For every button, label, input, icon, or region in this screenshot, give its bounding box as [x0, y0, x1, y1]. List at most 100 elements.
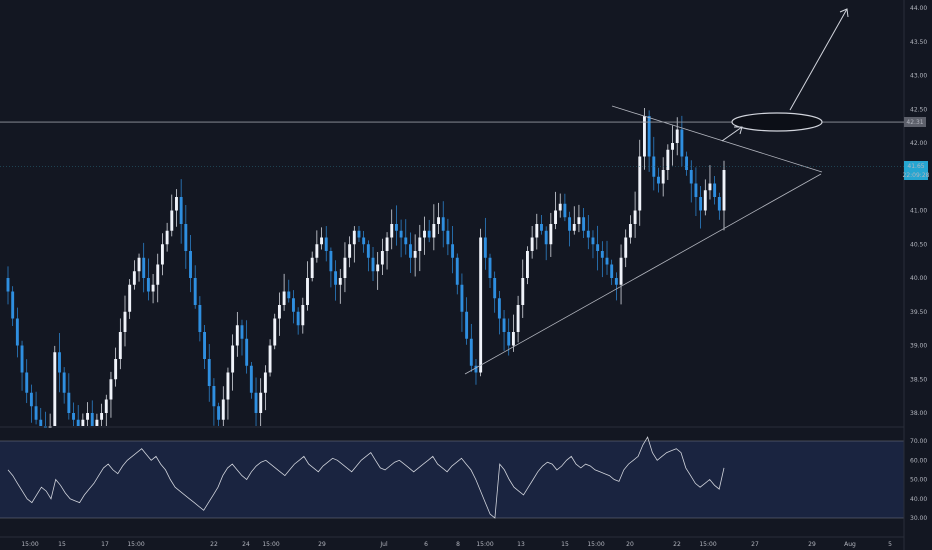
candle [390, 209, 394, 250]
candle [217, 402, 221, 426]
candle [399, 219, 403, 258]
price-tick: 41.00 [910, 208, 927, 215]
candle [67, 373, 71, 420]
candle [329, 247, 333, 288]
oscillator-tick: 60.00 [910, 457, 927, 464]
time-tick: 15 [58, 541, 66, 548]
candle [76, 405, 80, 426]
candle [156, 253, 160, 303]
candle [352, 226, 356, 263]
candle [610, 259, 614, 285]
candle [58, 333, 61, 393]
candle [146, 258, 150, 301]
candle [132, 260, 136, 290]
candle [175, 189, 178, 227]
candle [483, 217, 487, 270]
candle [605, 240, 609, 275]
last-price-label: 41.65 22:09:28 [903, 161, 930, 180]
ascending-trendline[interactable] [464, 173, 822, 375]
candle [521, 259, 525, 318]
candle [193, 265, 197, 309]
time-tick: 15:00 [476, 541, 493, 548]
candle [642, 107, 646, 170]
breakout-zone-ellipse[interactable] [731, 112, 823, 132]
time-tick: 5 [888, 541, 892, 548]
candle [53, 345, 57, 426]
time-tick: 13 [517, 541, 525, 548]
candle [600, 241, 604, 278]
candle [699, 186, 703, 229]
candle [86, 402, 90, 426]
candle [81, 413, 85, 426]
candle [455, 253, 459, 295]
descending-trendline[interactable] [611, 105, 823, 173]
candle [680, 115, 684, 167]
candle [666, 144, 670, 180]
oscillator-tick: 70.00 [910, 438, 927, 445]
candle [385, 232, 389, 270]
candle [469, 323, 473, 372]
oscillator-band [0, 441, 904, 518]
time-axis[interactable]: 15:00 15 17 15:00 22 24 15:00 29 Jul 6 8 15:00 13 15 1… [21, 541, 892, 548]
candle [703, 179, 707, 216]
candle [277, 292, 281, 336]
oscillator-layer [7, 436, 725, 519]
candle [460, 273, 464, 332]
candle [39, 407, 43, 426]
candle [544, 226, 548, 261]
countdown-text: 22:09:28 [903, 172, 930, 179]
candle [259, 378, 263, 426]
candle [657, 167, 660, 193]
candle [273, 313, 277, 350]
time-tick: Aug [844, 541, 856, 548]
candle [221, 386, 225, 426]
price-tick: 40.00 [910, 275, 927, 282]
candle [441, 201, 445, 248]
candle [633, 191, 637, 238]
small-arrow-icon[interactable] [721, 126, 743, 142]
candle [324, 226, 328, 262]
candle [231, 334, 235, 391]
candle [427, 219, 431, 243]
time-tick: Jul [379, 541, 388, 548]
candle [20, 340, 24, 391]
time-tick: 6 [424, 541, 428, 548]
target-arrow-icon[interactable] [789, 8, 849, 111]
candle [301, 297, 305, 334]
price-tick: 42.00 [910, 140, 927, 147]
candle [446, 218, 450, 256]
candle [394, 205, 398, 246]
candle [160, 233, 164, 276]
candle [109, 371, 113, 418]
candle [249, 361, 253, 399]
candle [708, 165, 712, 200]
time-tick: 15:00 [699, 541, 716, 548]
candle [11, 286, 15, 326]
candle [596, 225, 600, 271]
oscillator-axis[interactable]: 30.00 40.00 50.00 60.00 70.00 [910, 438, 927, 522]
candle [34, 391, 38, 425]
candle [104, 394, 108, 426]
candle [366, 240, 370, 272]
candle [713, 175, 717, 205]
candle [100, 403, 104, 426]
time-tick: 24 [242, 541, 250, 548]
candle [226, 367, 230, 420]
candle [245, 320, 249, 374]
candle [404, 219, 408, 255]
hline-price-text: 42.31 [906, 119, 923, 126]
candle [118, 318, 122, 370]
candle [179, 179, 183, 244]
price-tick: 39.50 [910, 309, 927, 316]
candle [212, 378, 216, 426]
candle [315, 230, 319, 263]
hline-price-label: 42.31 [904, 117, 926, 127]
candle [184, 204, 188, 269]
candle [577, 204, 581, 233]
candle [207, 344, 211, 402]
candle [263, 365, 267, 411]
candle [689, 160, 693, 203]
candle [535, 213, 539, 250]
candle [128, 279, 132, 319]
